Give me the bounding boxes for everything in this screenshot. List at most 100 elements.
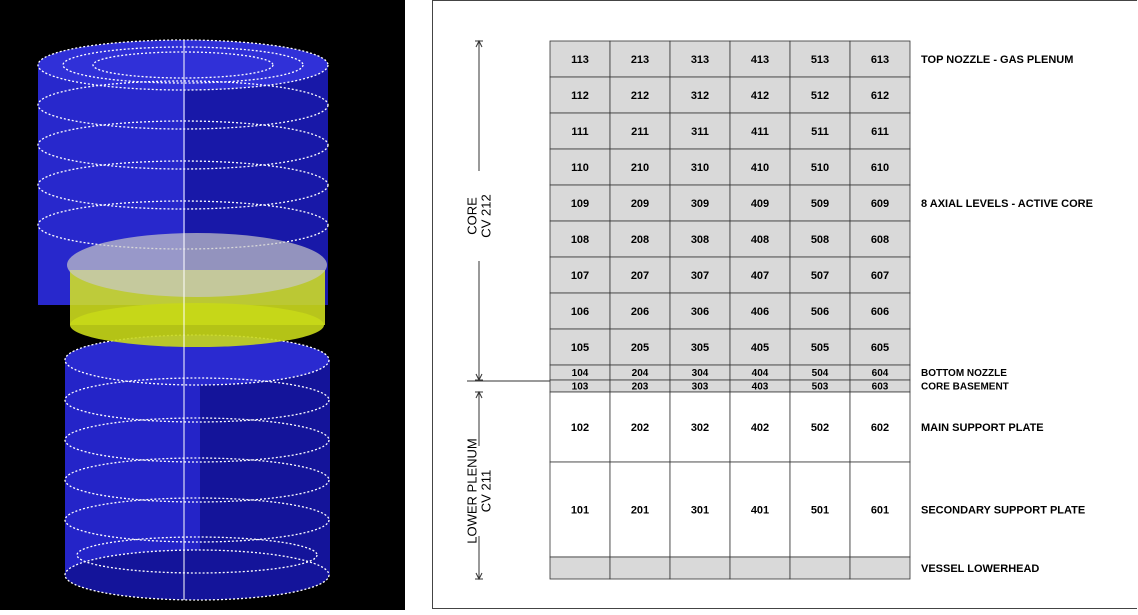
cell-label: 501 [811, 504, 829, 516]
cell-label: 504 [812, 368, 829, 379]
section-label: CORE [464, 197, 479, 235]
cell-label: 402 [751, 422, 769, 434]
section-label: CV 211 [478, 470, 493, 512]
cell-label: 112 [571, 90, 589, 102]
row-label: CORE BASEMENT [921, 382, 1009, 393]
cell-label: 104 [572, 368, 589, 379]
cell-label: 301 [691, 504, 709, 516]
cell-label: 607 [871, 270, 889, 282]
cell-label: 109 [571, 198, 589, 210]
cell-label: 409 [751, 198, 769, 210]
cell-label: 113 [571, 54, 589, 66]
cell-label: 403 [752, 382, 769, 393]
cell-label: 605 [871, 342, 889, 354]
cell-label: 106 [571, 306, 589, 318]
cell-label: 510 [811, 162, 829, 174]
cell-label: 412 [751, 90, 769, 102]
cell [730, 557, 790, 579]
cell-label: 502 [811, 422, 829, 434]
cell-label: 209 [631, 198, 649, 210]
cell [790, 557, 850, 579]
cell-label: 205 [631, 342, 649, 354]
cell-label: 203 [632, 382, 649, 393]
cell-label: 213 [631, 54, 649, 66]
cell-label: 302 [691, 422, 709, 434]
cell-label: 313 [691, 54, 709, 66]
cell-label: 204 [632, 368, 649, 379]
cell-label: 609 [871, 198, 889, 210]
cell-label: 105 [571, 342, 589, 354]
cell-label: 202 [631, 422, 649, 434]
cell-label: 410 [751, 162, 769, 174]
cell-label: 212 [631, 90, 649, 102]
cell [670, 557, 730, 579]
cell-label: 505 [811, 342, 829, 354]
cell-label: 602 [871, 422, 889, 434]
cell-label: 304 [692, 368, 709, 379]
cell-label: 411 [751, 126, 769, 138]
cell-label: 405 [751, 342, 769, 354]
cell-label: 613 [871, 54, 889, 66]
cell-label: 513 [811, 54, 829, 66]
cell-label: 610 [871, 162, 889, 174]
cell-label: 612 [871, 90, 889, 102]
cell-label: 108 [571, 234, 589, 246]
row-label: TOP NOZZLE - GAS PLENUM [921, 54, 1073, 66]
cell-label: 110 [571, 162, 589, 174]
page: {"rows": [ {"cells": [113, 213, 313, 413… [0, 0, 1138, 610]
cell-label: 507 [811, 270, 829, 282]
cell-label: 305 [691, 342, 709, 354]
cell-label: 310 [691, 162, 709, 174]
cell-label: 506 [811, 306, 829, 318]
section-label: CV 212 [478, 194, 493, 237]
cell-label: 503 [812, 382, 829, 393]
row-label: 8 AXIAL LEVELS - ACTIVE CORE [921, 198, 1093, 210]
cell-label: 307 [691, 270, 709, 282]
cell-label: 611 [871, 126, 889, 138]
cell-label: 308 [691, 234, 709, 246]
cell-label: 413 [751, 54, 769, 66]
cell-label: 311 [691, 126, 709, 138]
cell-label: 103 [572, 382, 589, 393]
row-label: MAIN SUPPORT PLATE [921, 422, 1044, 434]
cell-label: 208 [631, 234, 649, 246]
cell-label: 511 [811, 126, 829, 138]
row-label: VESSEL LOWERHEAD [921, 563, 1039, 575]
cell-label: 606 [871, 306, 889, 318]
cell-label: 401 [751, 504, 769, 516]
nodalization-diagram: 113 213 313 413 513 613 TOP NOZZLE - GAS PLENU… [433, 1, 1138, 610]
cell-label: 201 [631, 504, 649, 516]
cell-label: 601 [871, 504, 889, 516]
cell-label: 603 [872, 382, 889, 393]
cell-label: 211 [631, 126, 649, 138]
cell-label: 509 [811, 198, 829, 210]
cell [850, 557, 910, 579]
cell-label: 101 [571, 504, 589, 516]
cell-label: 102 [571, 422, 589, 434]
cell-label: 408 [751, 234, 769, 246]
cylinder-image [0, 0, 405, 610]
cylinder-render [0, 0, 405, 610]
cell-label: 210 [631, 162, 649, 174]
cell-label: 303 [692, 382, 709, 393]
cell-label: 404 [752, 368, 769, 379]
cell-label: 604 [872, 368, 889, 379]
cell-label: 608 [871, 234, 889, 246]
cell-label: 206 [631, 306, 649, 318]
cell-label: 207 [631, 270, 649, 282]
cell [550, 557, 610, 579]
cell [610, 557, 670, 579]
cell-label: 306 [691, 306, 709, 318]
section-label: LOWER PLENUM [464, 438, 479, 543]
cell-label: 107 [571, 270, 589, 282]
row-label: SECONDARY SUPPORT PLATE [921, 504, 1085, 516]
nodalization-panel: 113 213 313 413 513 613 TOP NOZZLE - GAS PLENU… [432, 0, 1137, 609]
cell-label: 407 [751, 270, 769, 282]
cell-label: 508 [811, 234, 829, 246]
cell-label: 111 [571, 126, 588, 138]
cell-label: 312 [691, 90, 709, 102]
cell-label: 406 [751, 306, 769, 318]
cell-label: 512 [811, 90, 829, 102]
cell-label: 309 [691, 198, 709, 210]
row-label: BOTTOM NOZZLE [921, 368, 1007, 379]
